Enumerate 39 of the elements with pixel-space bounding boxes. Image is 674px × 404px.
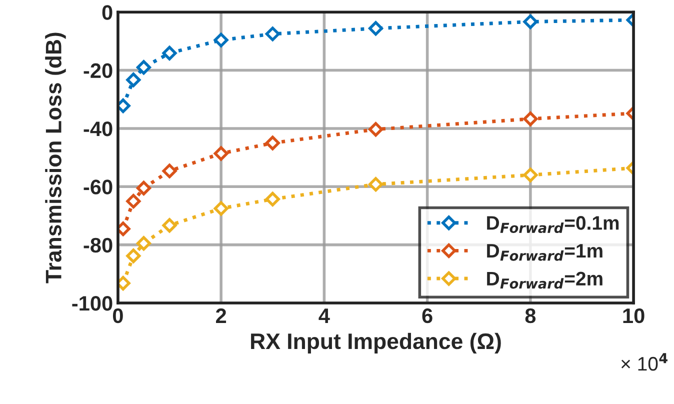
y-tick-label: 0 [102,5,112,20]
point [162,46,177,60]
x-tick-label: 4 [318,308,330,323]
x-axis-title: RX Input Impedance (Ω) [251,332,501,354]
point [265,26,280,42]
y-tick-label: -80 [84,238,112,253]
point [162,218,177,233]
text: × 10$^{4}$ [621,353,668,371]
point [523,14,538,29]
x-tick-label: 6 [422,308,432,324]
x-tick-label: 0 [112,308,123,324]
x-tick-label: 10 [623,308,644,324]
point [214,201,228,216]
point [265,192,280,206]
point [214,146,228,161]
point [126,72,141,88]
point [523,168,538,182]
point [214,32,228,48]
point [126,194,141,208]
point [523,112,538,126]
point [368,177,384,192]
y-tick-label: -60 [84,180,112,194]
point [136,180,152,196]
y-tick-label: -100 [72,296,112,311]
x-tick-label: 2 [216,308,226,323]
point [126,248,141,264]
x-tick-label: 8 [525,308,536,324]
legend-label: D$_{Forward}$=2m [487,272,602,289]
point [162,164,177,178]
y-tick-label: -20 [84,63,112,78]
legend-label: D$_{Forward}$=1m [487,244,602,261]
point [368,21,384,36]
y-axis-title: Transmission Loss (dB) [45,32,66,284]
point [368,122,384,137]
point [136,236,152,251]
legend-label: D$_{Forward}$=0.1m [487,216,619,234]
point [265,136,280,150]
y-tick-label: -40 [84,121,112,136]
point [136,60,152,75]
